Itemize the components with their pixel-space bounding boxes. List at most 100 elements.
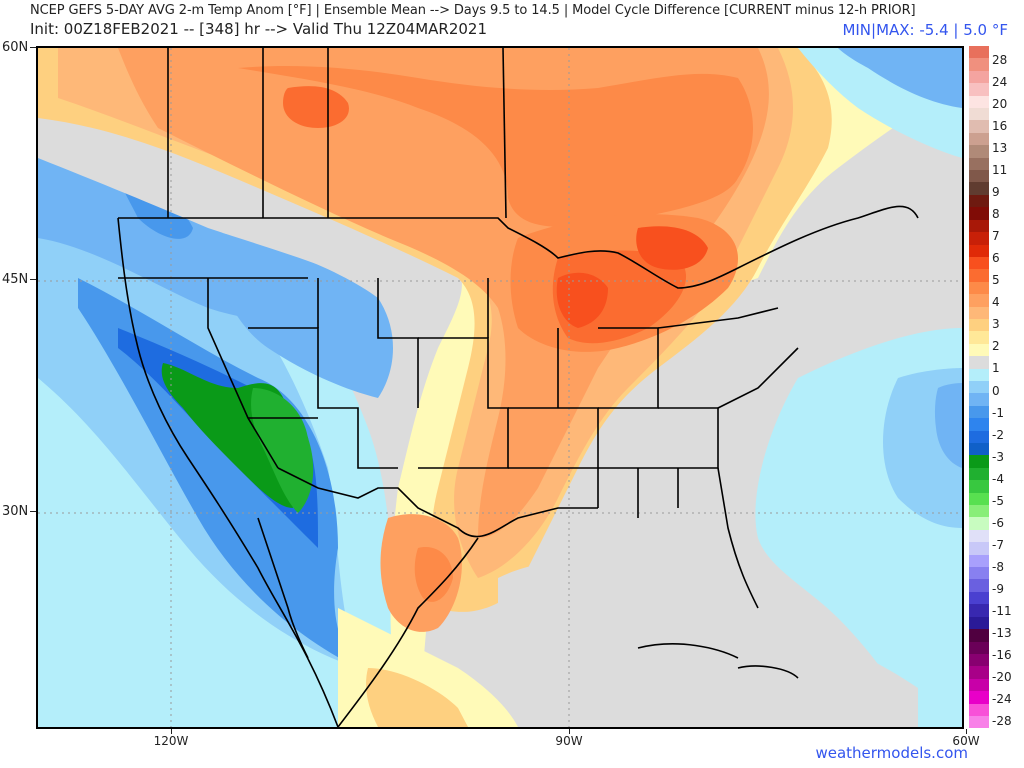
- lon-label-60w: 60W: [952, 734, 980, 748]
- colorbar-label: 16: [992, 119, 1008, 134]
- lon-tick-90w: [569, 729, 570, 734]
- colorbar-label: 24: [992, 75, 1008, 90]
- chart-title: NCEP GEFS 5-DAY AVG 2-m Temp Anom [°F] |…: [30, 3, 916, 18]
- colorbar-segment: [969, 331, 989, 344]
- colorbar-label: -16: [992, 647, 1012, 662]
- colorbar-label: 0: [992, 383, 1000, 398]
- colorbar-segment: [969, 207, 989, 220]
- colorbar-segment: [969, 591, 989, 605]
- colorbar-segment: [969, 517, 989, 530]
- colorbar-segment: [969, 443, 989, 456]
- colorbar-label: -4: [992, 471, 1004, 486]
- lon-label-120w: 120W: [153, 734, 189, 748]
- colorbar-segment: [969, 306, 989, 319]
- colorbar-label: 13: [992, 141, 1008, 156]
- colorbar-segment: [969, 343, 989, 357]
- colorbar-segment: [969, 616, 989, 630]
- colorbar-label: 11: [992, 163, 1008, 178]
- colorbar-label: -13: [992, 625, 1012, 640]
- colorbar-segment: [969, 455, 989, 468]
- colorbar-segment: [969, 579, 989, 592]
- colorbar-segment: [969, 554, 989, 568]
- colorbar-label: -7: [992, 537, 1004, 552]
- colorbar-segment: [969, 120, 989, 133]
- colorbar-segment: [969, 666, 989, 679]
- lat-label-60n: 60N: [2, 40, 36, 55]
- colorbar-segment: [969, 418, 989, 431]
- colorbar-segment: [969, 46, 989, 59]
- colorbar-label: 20: [992, 97, 1008, 112]
- colorbar-label: -6: [992, 515, 1004, 530]
- lon-tick-120w: [171, 729, 172, 734]
- colorbar-label: -9: [992, 581, 1004, 596]
- colorbar-label: 4: [992, 295, 1000, 310]
- colorbar-label: 28: [992, 53, 1008, 68]
- colorbar-label: 5: [992, 273, 1000, 288]
- chart-subtitle: Init: 00Z18FEB2021 -- [348] hr --> Valid…: [30, 20, 487, 38]
- colorbar-label: -1: [992, 405, 1004, 420]
- colorbar-segment: [969, 405, 989, 419]
- colorbar-segment: [969, 108, 989, 121]
- colorbar-label: -5: [992, 493, 1004, 508]
- colorbar-segment: [969, 70, 989, 84]
- colorbar-segment: [969, 480, 989, 493]
- colorbar-label: -3: [992, 449, 1004, 464]
- colorbar-segment: [969, 256, 989, 270]
- colorbar-segment: [969, 567, 989, 580]
- credit-link[interactable]: weathermodels.com: [815, 744, 968, 762]
- colorbar-label: -8: [992, 559, 1004, 574]
- colorbar-segment: [969, 132, 989, 146]
- colorbar-label: 9: [992, 185, 1000, 200]
- colorbar-segment: [969, 83, 989, 96]
- colorbar-label: 2: [992, 339, 1000, 354]
- colorbar-segment: [969, 691, 989, 704]
- colorbar-label: 1: [992, 361, 1000, 376]
- colorbar-segment: [969, 629, 989, 642]
- colorbar-segment: [969, 653, 989, 667]
- colorbar-segment: [969, 182, 989, 195]
- colorbar-label: 8: [992, 207, 1000, 222]
- colorbar-segment: [969, 194, 989, 208]
- colorbar-segment: [969, 604, 989, 617]
- lon-label-90w: 90W: [555, 734, 583, 748]
- colorbar-label: -28: [992, 713, 1012, 728]
- colorbar-label: -11: [992, 603, 1012, 618]
- colorbar: [969, 46, 989, 729]
- colorbar-segment: [969, 505, 989, 518]
- colorbar-segment: [969, 269, 989, 282]
- colorbar-segment: [969, 641, 989, 654]
- colorbar-segment: [969, 393, 989, 406]
- map-plot-area: [36, 46, 964, 729]
- colorbar-segment: [969, 281, 989, 295]
- colorbar-segment: [969, 678, 989, 692]
- colorbar-segment: [969, 232, 989, 245]
- colorbar-segment: [969, 542, 989, 555]
- colorbar-segment: [969, 244, 989, 257]
- colorbar-segment: [969, 219, 989, 233]
- colorbar-segment: [969, 467, 989, 481]
- lat-label-45n: 45N: [2, 272, 36, 287]
- colorbar-label: -2: [992, 427, 1004, 442]
- colorbar-segment: [969, 703, 989, 716]
- colorbar-label: 7: [992, 229, 1000, 244]
- colorbar-segment: [969, 145, 989, 158]
- lat-label-30n: 30N: [2, 504, 36, 519]
- colorbar-segment: [969, 318, 989, 332]
- colorbar-segment: [969, 157, 989, 171]
- colorbar-segment: [969, 529, 989, 543]
- colorbar-label: 3: [992, 317, 1000, 332]
- lon-tick-60w: [966, 729, 967, 734]
- colorbar-label: -24: [992, 691, 1012, 706]
- colorbar-segment: [969, 368, 989, 381]
- colorbar-segment: [969, 492, 989, 506]
- min-max-value: MIN|MAX: -5.4 | 5.0 °F: [842, 21, 1008, 39]
- colorbar-segment: [969, 95, 989, 109]
- temperature-anomaly-map: [38, 48, 962, 727]
- colorbar-label: 6: [992, 251, 1000, 266]
- colorbar-segment: [969, 380, 989, 394]
- colorbar-segment: [969, 356, 989, 369]
- colorbar-segment: [969, 430, 989, 443]
- colorbar-segment: [969, 715, 989, 729]
- colorbar-segment: [969, 294, 989, 307]
- colorbar-label: -20: [992, 669, 1012, 684]
